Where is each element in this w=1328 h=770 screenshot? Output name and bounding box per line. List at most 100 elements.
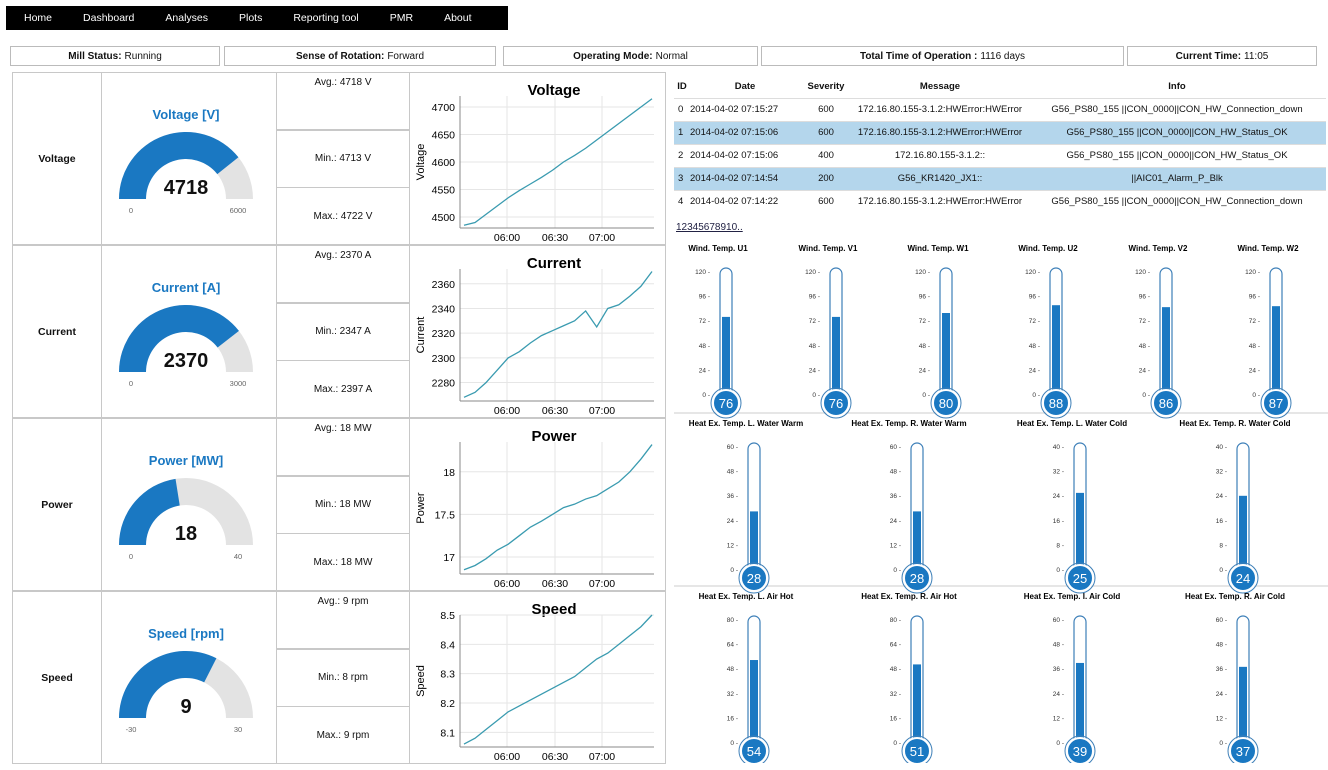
thermometer-tick: 60 -: [1053, 617, 1064, 624]
status-box: Sense of Rotation: Forward: [224, 46, 496, 66]
stat-maxv: Max.: 2397 A: [276, 360, 410, 419]
nav-link-reporting-tool[interactable]: Reporting tool: [293, 12, 359, 24]
thermometer-bulb-outline: [738, 735, 770, 763]
gauge-min: 0: [129, 379, 133, 388]
status-label: Mill Status:: [68, 50, 122, 62]
x-tick-label: 07:00: [589, 232, 615, 244]
gauge: Speed [rpm] 9 -30 30: [119, 626, 253, 734]
gauge-fill: [119, 478, 180, 545]
chart-title: Current: [527, 255, 581, 272]
gauge-max: 40: [234, 552, 242, 561]
thermometer-tick: 36 -: [1216, 666, 1227, 673]
thermometer-tick: 24 -: [1216, 691, 1227, 698]
pager-links[interactable]: 12345678910..: [676, 222, 743, 233]
thermometer-label: Wind. Temp. V2: [1129, 244, 1188, 253]
thermometer-tick: 120 -: [1025, 269, 1040, 276]
thermometer-value: 76: [829, 396, 843, 411]
thermometer-value: 80: [939, 396, 953, 411]
y-tick-label: 4600: [432, 157, 456, 169]
x-tick-label: 07:00: [589, 751, 615, 763]
thermometer-tick: 0 -: [1219, 567, 1227, 574]
status-value: 1116 days: [980, 50, 1026, 62]
thermometer-fill: [1272, 306, 1280, 397]
thermometer-fill: [750, 511, 758, 572]
table-cell: G56_PS80_155 ||CON_0000||CON_HW_Connecti…: [1028, 189, 1326, 213]
table-cell: G56_PS80_155 ||CON_0000||CON_HW_Connecti…: [1028, 97, 1326, 121]
table-cell: 172.16.80.155-3.1.2::: [852, 143, 1028, 167]
thermometer-tick: 24 -: [1249, 367, 1260, 374]
thermometer-bulb-outline: [820, 387, 852, 419]
thermometer-label: Heat Ex. Temp. L. Air Hot: [699, 592, 794, 601]
thermometer-tick: 16 -: [890, 715, 901, 722]
y-tick-label: 8.3: [440, 669, 455, 681]
thermometer-tick: 24 -: [890, 518, 901, 525]
thermometer-bulb-outline: [901, 562, 933, 594]
event-pager[interactable]: 12345678910..: [676, 222, 743, 233]
table-row[interactable]: 3 2014-04-02 07:14:54 200 G56_KR1420_JX1:: |…: [674, 166, 1326, 190]
table-cell: 2014-04-02 07:14:22: [690, 189, 800, 213]
thermometer-tick: 96 -: [699, 294, 710, 301]
table-cell: 3: [674, 166, 690, 190]
table-row[interactable]: 2 2014-04-02 07:15:06 400 172.16.80.155-3.1…: [674, 143, 1326, 167]
nav-link-analyses[interactable]: Analyses: [165, 12, 208, 24]
thermometer-tick: 24 -: [1029, 367, 1040, 374]
thermometer-bulb: [1066, 737, 1094, 763]
thermometer-tick: 24 -: [919, 367, 930, 374]
thermometer-fill: [832, 316, 840, 397]
table-cell: 2014-04-02 07:15:27: [690, 97, 800, 121]
thermometer-tick: 120 -: [915, 269, 930, 276]
gauge-value: 18: [175, 523, 197, 545]
thermometer-tick: 24 -: [809, 367, 820, 374]
row-label: Voltage: [12, 72, 102, 245]
thermometer-tick: 120 -: [1245, 269, 1260, 276]
column-header[interactable]: Severity: [807, 81, 845, 93]
gauge-cell: Voltage [V] 4718 0 6000: [101, 72, 277, 245]
stat-avg: Avg.: 18 MW: [276, 418, 410, 476]
table-row[interactable]: 4 2014-04-02 07:14:22 600 172.16.80.155-3.1…: [674, 189, 1326, 213]
column-header[interactable]: Date: [734, 81, 756, 93]
thermometer-tick: 120 -: [695, 269, 710, 276]
thermometer-bulb: [740, 564, 768, 592]
chart-cell: Current Current 2280 2300 2320 2340 2360 06:00 0…: [409, 245, 666, 418]
thermometer-fill: [1076, 492, 1084, 572]
gauge: Power [MW] 18 0 40: [119, 453, 253, 561]
series-line: [463, 98, 653, 226]
x-tick-label: 07:00: [589, 405, 615, 417]
thermometer-tick: 120 -: [805, 269, 820, 276]
column-header[interactable]: ID: [677, 81, 687, 93]
nav-link-about[interactable]: About: [444, 12, 472, 24]
chart-title: Power: [531, 428, 576, 445]
nav-link-dashboard[interactable]: Dashboard: [83, 12, 135, 24]
table-row[interactable]: 0 2014-04-02 07:15:27 600 172.16.80.155-3.1…: [674, 97, 1326, 121]
thermometer-tick: 48 -: [1139, 343, 1150, 350]
thermometer-tick: 16 -: [727, 715, 738, 722]
thermometer-value: 24: [1236, 571, 1250, 586]
thermometer-value: 54: [747, 744, 761, 759]
row-label: Current: [12, 245, 102, 418]
thermometer-value: 25: [1073, 571, 1087, 586]
x-tick-label: 06:00: [494, 405, 520, 417]
thermometer-label: Heat Ex. Temp. R. Water Warm: [851, 419, 966, 428]
thermometer-tick: 0 -: [893, 740, 901, 747]
gauge-cell: Speed [rpm] 9 -30 30: [101, 591, 277, 764]
chart-ylabel: Current: [415, 317, 427, 354]
table-cell: 600: [800, 97, 852, 121]
stat-maxv: Max.: 4722 V: [276, 187, 410, 246]
nav-link-home[interactable]: Home: [24, 12, 53, 24]
x-tick-label: 06:00: [494, 578, 520, 590]
column-header[interactable]: Info: [1168, 81, 1186, 93]
thermometer-tick: 120 -: [1135, 269, 1150, 276]
status-box: Mill Status: Running: [10, 46, 220, 66]
thermometer-bulb-outline: [901, 735, 933, 763]
gauge-cell: Power [MW] 18 0 40: [101, 418, 277, 591]
thermometer-panel: Wind. Temp. U1 76 120 - 96 - 72 - 48 - 24 - 0 -…: [674, 244, 1328, 763]
nav-link-pmr[interactable]: PMR: [389, 12, 414, 24]
nav-link-plots[interactable]: Plots: [239, 12, 263, 24]
thermometer-tick: 48 -: [809, 343, 820, 350]
column-header[interactable]: Message: [919, 81, 961, 93]
thermometer-bulb: [1066, 564, 1094, 592]
thermometer-tick: 0 -: [812, 392, 820, 399]
table-row[interactable]: 1 2014-04-02 07:15:06 600 172.16.80.155-3.1…: [674, 120, 1326, 144]
thermometer-tick: 72 -: [1029, 318, 1040, 325]
table-cell: 2: [674, 143, 690, 167]
